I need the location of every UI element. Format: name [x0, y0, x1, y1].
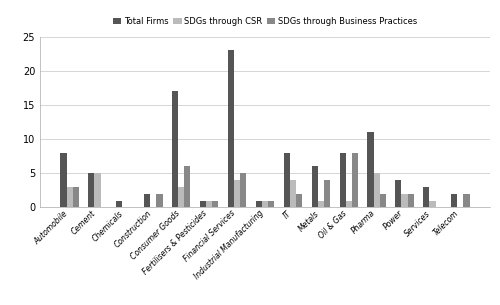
Bar	[423, 187, 430, 207]
Bar	[206, 201, 212, 207]
Bar	[296, 194, 302, 207]
Bar	[228, 50, 234, 207]
Bar	[368, 132, 374, 207]
Bar	[60, 153, 66, 207]
Bar	[312, 167, 318, 207]
Bar	[268, 201, 274, 207]
Bar	[234, 180, 240, 207]
Bar	[408, 194, 414, 207]
Bar	[464, 194, 469, 207]
Bar	[262, 201, 268, 207]
Bar	[94, 173, 100, 207]
Bar	[346, 201, 352, 207]
Bar	[318, 201, 324, 207]
Bar	[402, 194, 407, 207]
Bar	[340, 153, 345, 207]
Bar	[200, 201, 206, 207]
Legend: Total Firms, SDGs through CSR, SDGs through Business Practices: Total Firms, SDGs through CSR, SDGs thro…	[111, 15, 419, 27]
Bar	[380, 194, 386, 207]
Bar	[352, 153, 358, 207]
Bar	[396, 180, 402, 207]
Bar	[178, 187, 184, 207]
Bar	[72, 187, 79, 207]
Bar	[144, 194, 150, 207]
Bar	[88, 173, 94, 207]
Bar	[184, 167, 190, 207]
Bar	[290, 180, 296, 207]
Bar	[256, 201, 262, 207]
Bar	[374, 173, 380, 207]
Bar	[284, 153, 290, 207]
Bar	[66, 187, 72, 207]
Bar	[212, 201, 218, 207]
Bar	[451, 194, 458, 207]
Bar	[324, 180, 330, 207]
Bar	[116, 201, 122, 207]
Bar	[430, 201, 436, 207]
Bar	[172, 91, 178, 207]
Bar	[156, 194, 162, 207]
Bar	[240, 173, 246, 207]
